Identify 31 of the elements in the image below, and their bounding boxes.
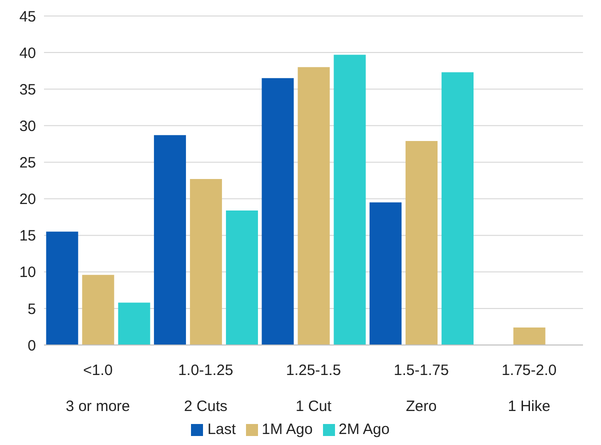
bar [334, 54, 366, 345]
y-tick-label: 15 [19, 228, 36, 245]
legend-label: Last [207, 421, 236, 438]
bar [154, 135, 186, 345]
bar [190, 179, 222, 345]
y-tick-label: 45 [19, 8, 36, 26]
category-label: 1.5-1.75 Zero [394, 362, 449, 415]
bar [298, 67, 330, 345]
bar [442, 72, 474, 345]
category-label: 1.75-2.0 1 Hike [502, 362, 557, 415]
bar [226, 210, 258, 345]
y-tick-label: 35 [19, 81, 36, 98]
bar [406, 141, 438, 345]
bar [46, 232, 78, 345]
category-label: 1.0-1.25 2 Cuts [178, 362, 234, 415]
legend-label: 1M Ago [262, 421, 313, 438]
y-tick-label: 30 [19, 118, 36, 135]
category-label: <1.0 3 or more [66, 362, 130, 415]
category-label: 1.25-1.5 1 Cut [286, 362, 342, 415]
legend-label: 2M Ago [338, 421, 390, 438]
bar [513, 327, 546, 345]
y-tick-label: 10 [19, 264, 36, 282]
y-tick-label: 5 [28, 300, 36, 318]
y-tick-label: 20 [19, 191, 36, 208]
bar [262, 78, 294, 345]
bar [118, 302, 150, 345]
y-tick-label: 40 [19, 44, 36, 62]
y-tick-label: 0 [28, 337, 36, 354]
y-tick-label: 25 [19, 154, 36, 172]
bar [82, 274, 114, 345]
bar [370, 202, 402, 345]
